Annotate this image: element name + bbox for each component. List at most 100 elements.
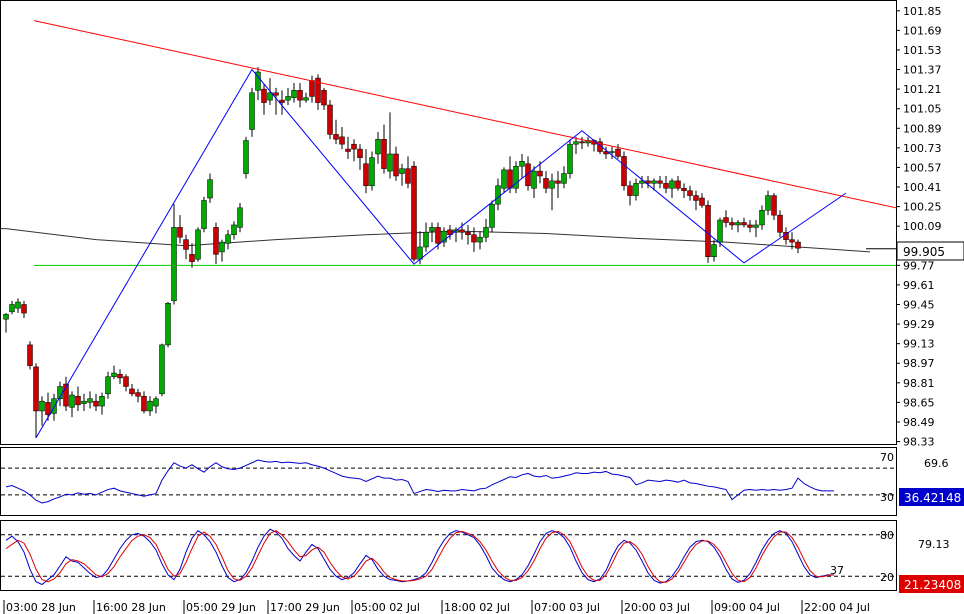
rsi-level-30-label: 30 [880,491,894,504]
candle-body [729,222,735,226]
candle [315,74,321,110]
candle-body [555,180,561,184]
candle [381,124,387,174]
candle-body [351,143,357,150]
candle [441,227,447,247]
current-price-box [896,241,964,261]
price-axis-label: 99.29 [903,318,935,331]
candle-body [183,239,189,250]
candle [567,139,573,179]
candle-body [285,96,291,101]
candle [87,391,93,409]
candle-body [711,244,717,258]
candle-body [207,179,213,199]
candle-body [621,156,627,187]
price-axis-label: 99.45 [903,298,935,311]
candle-body [495,185,501,205]
candle [795,239,801,254]
stochastic-side-label: 79.13 [918,538,950,551]
candle-body [507,169,513,189]
candle [681,183,687,199]
candle [135,388,141,403]
candle-body [789,239,795,243]
price-pane[interactable]: 101.85 101.69 101.53 101.37 101.21 101.05 100.… [0,0,964,449]
candle-body [99,396,105,407]
candle-body [117,373,123,379]
candle [753,220,759,238]
stochastic-series-line [5,528,834,586]
price-front-overlays [33,20,897,439]
candle-body [609,151,615,153]
candle-body [345,148,351,152]
candle-body [249,92,255,130]
moving-average-line [0,228,871,253]
stochastic-pane[interactable]: 80 37 20 79.13 21.23408 [0,520,964,594]
candle [9,300,15,315]
candle [285,87,291,106]
candle [717,217,723,247]
candle-body [267,92,273,101]
candle-body [405,168,411,184]
candle [657,175,663,189]
time-axis-label: 05:00 29 Jun [186,601,256,614]
candle-body [735,222,741,226]
candle [147,396,153,416]
candle-body [237,207,243,228]
candle-body [723,217,729,223]
time-axis-label: 03:00 28 Jun [6,601,76,614]
candle [81,393,87,411]
candle-body [309,80,315,97]
candle-body [519,161,525,167]
rsi-pane[interactable]: 70 30 69.6 36.42148 [0,447,964,516]
rsi-current-value-box [899,488,964,506]
time-axis-label: 20:00 03 Jul [624,601,690,614]
candle-body [159,344,165,395]
candle [3,313,9,333]
candle [27,341,33,370]
candle-body [759,210,765,226]
candle [459,222,465,240]
candle [777,210,783,238]
price-axis-label: 100.41 [903,181,942,194]
price-axis-label: 98.97 [903,357,935,370]
candle-body [333,134,339,140]
candle [393,146,399,181]
candle-body [219,241,225,253]
candle-body [297,90,303,101]
candle [651,178,657,191]
candle [183,234,189,260]
candle [345,136,351,159]
current-price-label: 99.905 [903,245,945,259]
candle-body [579,141,585,144]
price-axis: 101.85 101.69 101.53 101.37 101.21 101.05 100.… [896,5,942,449]
candle-body [675,180,681,189]
candle-body [747,224,753,228]
stochastic-series-line [5,530,835,583]
candle-body [315,77,321,103]
candle-body [489,203,495,228]
rsi-level-70-label: 70 [880,451,894,464]
candle [513,161,519,194]
candle-body [21,304,27,314]
candle [231,221,237,240]
rsi-pane-frame [0,447,897,516]
candle-body [651,180,657,184]
candle-body [279,99,285,103]
candle [759,205,765,230]
candle [669,178,675,199]
candle [537,161,543,184]
candle [741,217,747,228]
candle [363,149,369,194]
candle [327,100,333,140]
candle [531,166,537,199]
candle [687,185,693,201]
candle-body [15,301,21,309]
price-axis-label: 101.53 [903,44,942,57]
candle [69,391,75,418]
candle-body [771,195,777,216]
candle [279,90,285,115]
candle [399,163,405,186]
candle-body [123,376,129,387]
stochastic-current-value-label: 21.23408 [904,578,961,592]
